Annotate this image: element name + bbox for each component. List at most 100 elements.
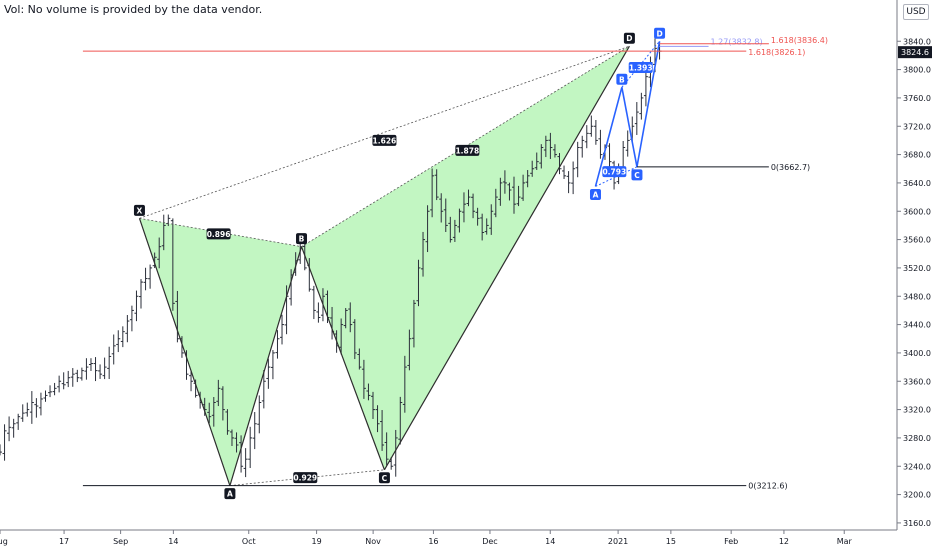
- xabcd-ratio-label: 0.896: [206, 228, 231, 240]
- price-bar: [29, 391, 34, 424]
- abcd-point-label-bg: [631, 169, 643, 181]
- price-bar: [539, 144, 544, 169]
- price-bar: [116, 330, 121, 353]
- price-bar: [280, 314, 285, 345]
- xabcd-point-label: D: [623, 32, 635, 44]
- price-bar: [352, 319, 357, 360]
- level-label: 0(3212.6): [748, 482, 787, 491]
- price-bar: [411, 299, 416, 348]
- price-bar: [120, 326, 125, 348]
- xabcd-point-label: X: [133, 204, 145, 216]
- price-bar: [498, 177, 503, 206]
- price-bar: [16, 413, 21, 430]
- price-bar: [161, 214, 166, 251]
- x-tick-label: 14: [168, 537, 178, 546]
- y-tick-label: 3760.0: [903, 94, 931, 103]
- price-bar: [43, 390, 48, 402]
- price-bar: [266, 358, 271, 389]
- price-bar: [148, 264, 153, 289]
- abcd-ratio-label-bg: [602, 166, 627, 178]
- price-bar: [584, 125, 589, 149]
- price-bar: [593, 119, 598, 145]
- x-tick-label: Dec: [482, 537, 497, 546]
- xabcd-point-label-text: X: [137, 206, 143, 215]
- x-tick-label: 16: [428, 537, 438, 546]
- price-bar: [366, 383, 371, 401]
- price-bar: [88, 358, 93, 371]
- y-tick-label: 3200.0: [903, 491, 931, 500]
- price-bar: [343, 308, 348, 329]
- price-bar: [548, 132, 553, 159]
- price-bar: [607, 143, 612, 168]
- price-bar: [439, 193, 444, 223]
- price-bar: [466, 189, 471, 207]
- price-bar: [480, 213, 485, 241]
- y-tick-label: 3720.0: [903, 122, 931, 131]
- price-bar: [557, 153, 562, 175]
- price-bar: [402, 355, 407, 413]
- x-tick-label: 19: [311, 537, 321, 546]
- price-bar: [225, 409, 230, 435]
- xabcd-leg: [229, 246, 303, 486]
- xabcd-ratio-label-bg: [372, 134, 397, 146]
- xabcd-leg: [138, 218, 231, 486]
- price-bar: [457, 208, 462, 233]
- price-bar: [229, 429, 234, 446]
- xabcd-ratio-line: [139, 217, 302, 248]
- xabcd-point-label-text: D: [626, 34, 632, 43]
- price-bar: [502, 170, 507, 194]
- price-bar: [552, 144, 557, 158]
- price-bar: [34, 398, 39, 418]
- xabcd-ratio-label-bg: [293, 472, 318, 484]
- price-bars: [0, 38, 662, 478]
- price-bar: [507, 182, 512, 201]
- price-bar: [543, 135, 548, 158]
- x-tick-label: 14: [545, 537, 555, 546]
- price-bar: [248, 426, 253, 469]
- xabcd-ratio-label: 0.929: [293, 472, 318, 484]
- xabcd-ratio-label: 1.878: [455, 144, 480, 156]
- price-bar: [48, 385, 53, 398]
- price-bar: [443, 198, 448, 233]
- currency-button[interactable]: USD: [903, 4, 929, 20]
- price-bar: [84, 358, 89, 380]
- price-bar: [361, 359, 366, 399]
- price-bar: [575, 141, 580, 178]
- x-tick-label: Oct: [242, 537, 256, 546]
- abcd-point-label-text: A: [593, 190, 599, 199]
- price-bar: [525, 170, 530, 188]
- price-bar: [220, 386, 225, 421]
- price-bar: [152, 252, 157, 269]
- xabcd-ratio-label-bg: [455, 144, 480, 156]
- abcd-point-label-text: B: [619, 75, 625, 84]
- price-bar: [111, 334, 116, 365]
- xabcd-ratio-label-text: 1.878: [455, 146, 479, 155]
- price-bar: [216, 379, 221, 407]
- price-bar: [129, 305, 134, 332]
- x-tick-label: 12: [779, 537, 789, 546]
- abcd-point-label-bg: [616, 73, 628, 85]
- price-bar: [98, 364, 103, 379]
- price-bar: [93, 357, 98, 382]
- xabcd-point-label: B: [296, 233, 308, 245]
- price-bar: [598, 129, 603, 159]
- price-bar: [566, 171, 571, 194]
- price-bar: [2, 424, 7, 461]
- price-bar: [471, 193, 476, 219]
- price-bar: [102, 357, 107, 380]
- price-bar: [79, 367, 84, 381]
- price-bar: [530, 160, 535, 177]
- price-bar: [475, 207, 480, 226]
- price-bar: [521, 174, 526, 201]
- price-bar: [484, 218, 489, 235]
- bcd-triangle: [301, 46, 630, 470]
- price-bar: [207, 402, 212, 424]
- price-bar: [52, 382, 57, 396]
- x-tick-label: Mar: [837, 537, 853, 546]
- y-tick-label: 3480.0: [903, 292, 931, 301]
- volume-note: Vol: No volume is provided by the data v…: [4, 3, 263, 16]
- price-bar: [11, 418, 16, 438]
- price-bar: [75, 369, 80, 383]
